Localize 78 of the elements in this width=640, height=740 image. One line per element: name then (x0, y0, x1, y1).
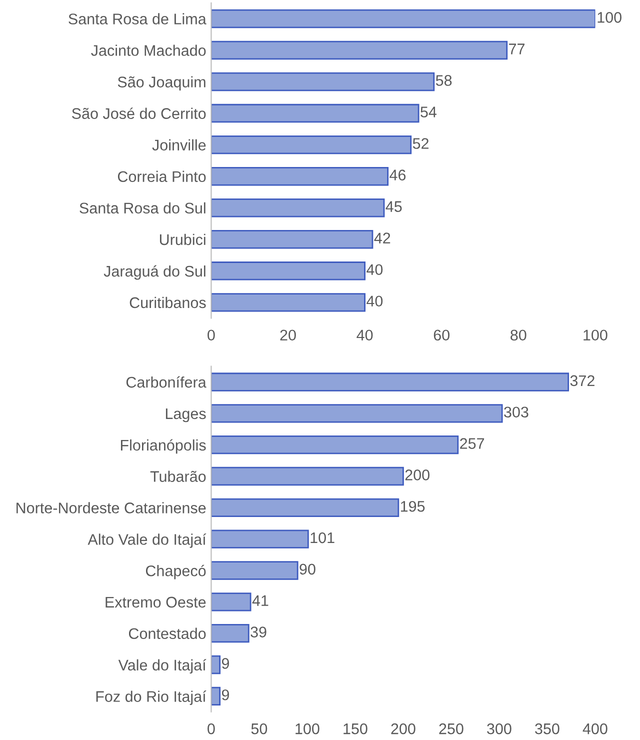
bar (211, 40, 508, 60)
bar (211, 262, 366, 280)
data-label: 303 (504, 406, 528, 418)
bar (211, 530, 309, 548)
data-label: 39 (250, 626, 266, 638)
bar (211, 404, 503, 423)
bar (211, 135, 412, 154)
bar (211, 72, 435, 92)
x-tick-label: 0 (208, 723, 215, 734)
y-tick-label: Lages (166, 408, 206, 422)
x-tick-label: 80 (510, 330, 526, 341)
x-tick-label: 100 (296, 723, 320, 734)
data-label: 195 (400, 500, 425, 512)
y-tick-label: Foz do Rio Itajaí (96, 690, 206, 705)
x-tick-label: 250 (439, 723, 464, 734)
y-tick-label: Tubarão (150, 470, 206, 482)
y-tick-label: Carbonífera (126, 376, 206, 388)
data-label: 101 (310, 532, 334, 544)
bar (211, 655, 221, 674)
y-tick-label: Correia Pinto (118, 170, 206, 182)
data-label: 90 (300, 564, 316, 575)
bar (211, 686, 221, 706)
y-tick-label: Extremo Oeste (106, 596, 206, 608)
data-label: 200 (405, 470, 430, 480)
bar (211, 498, 400, 518)
data-label: 9 (222, 689, 229, 700)
data-label: 257 (460, 438, 484, 449)
bar (211, 624, 250, 643)
bar (211, 293, 366, 312)
data-label: 41 (252, 595, 268, 606)
y-tick-label: Santa Rosa de Lima (68, 13, 206, 24)
data-label: 58 (436, 75, 452, 86)
x-tick-label: 200 (391, 723, 416, 734)
data-label: 9 (222, 658, 229, 669)
data-label: 40 (366, 264, 383, 276)
y-tick-label: Santa Rosa do Sul (80, 202, 206, 214)
y-tick-label: Curitibanos (130, 296, 206, 308)
x-tick-label: 100 (584, 330, 608, 341)
y-tick-label: Contestado (128, 628, 206, 640)
data-label: 45 (386, 201, 402, 212)
data-label: 77 (509, 44, 524, 54)
x-tick-label: 300 (487, 723, 512, 734)
y-tick-label: Jaraguá do Sul (104, 265, 206, 280)
x-tick-label: 150 (344, 723, 368, 734)
bar (211, 9, 596, 28)
bar (211, 592, 252, 612)
x-tick-label: 40 (356, 330, 373, 341)
x-tick-label: 50 (251, 723, 268, 734)
y-tick-label: Chapecó (146, 564, 206, 580)
x-tick-label: 400 (582, 723, 608, 734)
data-label: 52 (412, 138, 428, 149)
x-tick-label: 60 (434, 330, 450, 341)
bar (211, 104, 420, 123)
bar (211, 466, 404, 486)
data-label: 100 (598, 12, 622, 23)
y-tick-label: São Joaquim (118, 76, 206, 90)
bar (211, 436, 459, 454)
data-label: 40 (366, 296, 383, 307)
y-tick-label: São José do Cerrito (72, 108, 206, 119)
data-label: 42 (374, 232, 390, 244)
bar (211, 561, 298, 580)
y-tick-label: Norte-Nordeste Catarinense (16, 502, 206, 514)
data-label: 46 (390, 170, 406, 180)
y-tick-label: Florianópolis (120, 439, 206, 454)
y-tick-label: Joinville (152, 139, 206, 151)
bar (211, 166, 389, 186)
y-tick-label: Alto Vale do Itajaí (88, 533, 206, 548)
bar (211, 198, 385, 218)
x-tick-label: 20 (280, 330, 296, 341)
x-tick-label: 0 (208, 330, 215, 341)
y-tick-label: Vale do Itajaí (118, 659, 206, 674)
data-label: 372 (570, 375, 594, 386)
data-label: 54 (420, 106, 436, 118)
y-tick-label: Urubici (160, 234, 206, 246)
y-tick-label: Jacinto Machado (91, 44, 206, 56)
bar (211, 372, 570, 392)
bar (211, 230, 374, 249)
x-tick-label: 350 (535, 723, 560, 734)
